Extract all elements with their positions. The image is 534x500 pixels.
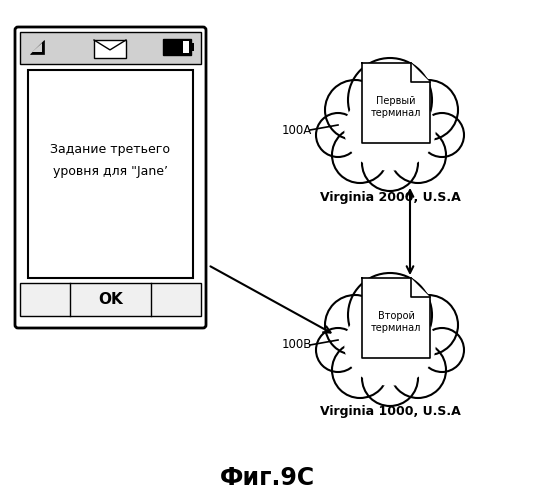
Bar (28, 70, 193, 278)
Text: Первый
терминал: Первый терминал (371, 96, 421, 118)
Circle shape (325, 295, 385, 355)
Circle shape (316, 328, 360, 372)
Polygon shape (411, 278, 430, 297)
Text: Задание третьего: Задание третьего (51, 142, 170, 156)
Circle shape (420, 328, 464, 372)
Text: 100A: 100A (282, 124, 312, 136)
Text: OK: OK (98, 292, 123, 307)
Bar (191, 43, 194, 51)
Circle shape (362, 135, 418, 191)
Circle shape (362, 350, 418, 406)
Circle shape (348, 273, 432, 357)
Bar (20, 283, 201, 316)
Bar (163, 39, 191, 55)
Polygon shape (32, 43, 42, 52)
Bar (94, 40, 126, 58)
Bar (183, 41, 189, 53)
Circle shape (332, 342, 388, 398)
Circle shape (390, 127, 446, 183)
Circle shape (420, 113, 464, 157)
FancyBboxPatch shape (15, 27, 206, 328)
Polygon shape (362, 63, 430, 143)
Polygon shape (30, 40, 44, 54)
Circle shape (348, 58, 432, 142)
Circle shape (316, 113, 360, 157)
Text: Фиг.9С: Фиг.9С (219, 466, 315, 490)
Text: Virginia 2000, U.S.A: Virginia 2000, U.S.A (320, 190, 460, 203)
Circle shape (398, 80, 458, 140)
Circle shape (390, 342, 446, 398)
Circle shape (398, 295, 458, 355)
Bar (20, 32, 201, 64)
Text: уровня для "Jane’: уровня для "Jane’ (53, 164, 168, 177)
Polygon shape (411, 63, 430, 82)
Ellipse shape (345, 305, 435, 385)
Polygon shape (362, 278, 430, 358)
Ellipse shape (345, 90, 435, 170)
Text: 100B: 100B (282, 338, 312, 351)
Text: Virginia 1000, U.S.A: Virginia 1000, U.S.A (320, 406, 460, 418)
Text: Второй
терминал: Второй терминал (371, 311, 421, 333)
Circle shape (325, 80, 385, 140)
Circle shape (332, 127, 388, 183)
